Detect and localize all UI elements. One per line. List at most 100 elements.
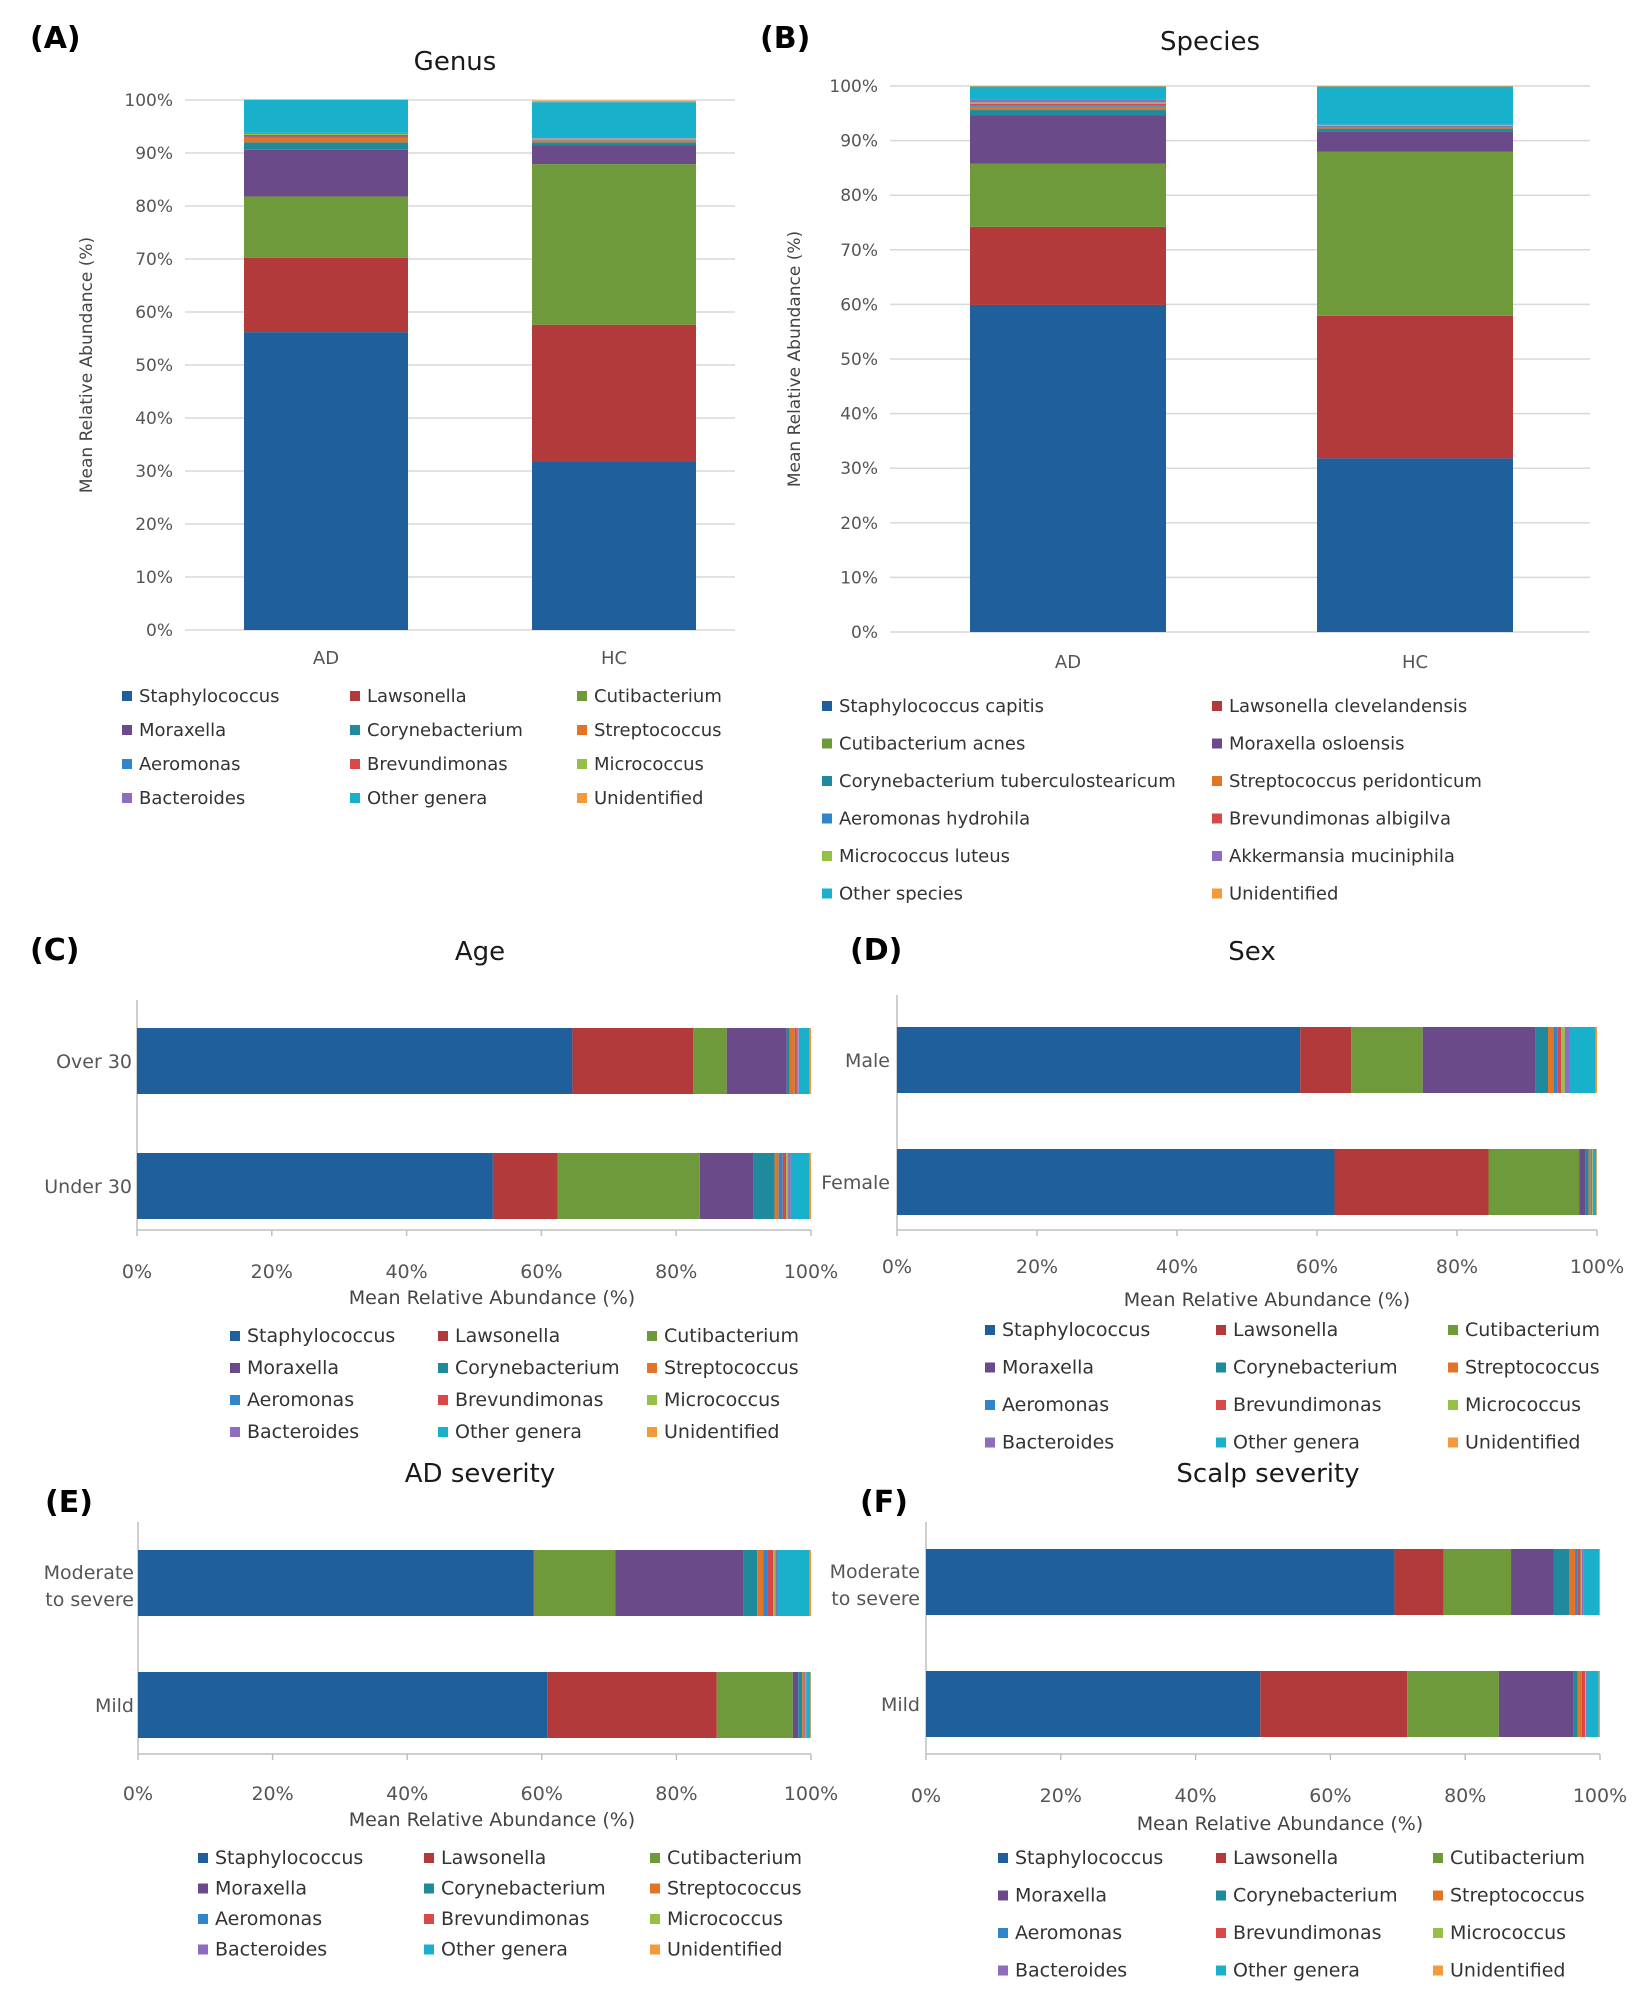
legend-label-moraxella: Moraxella [247, 1357, 339, 1379]
bar-segment-over-30-moraxella [726, 1028, 787, 1094]
bar-segment-hc-streptococcus-peridonticum [1317, 126, 1513, 129]
legend-swatch [1212, 701, 1222, 711]
y-axis-label: Mean Relative Abundance (%) [77, 237, 97, 493]
y-tick-label: 80% [135, 197, 173, 217]
bar-segment-hc-brevundimonas-albigilva [1317, 125, 1513, 127]
legend-label-unidentified: Unidentified [664, 1421, 779, 1443]
bar-segment-over-30-streptococcus [789, 1028, 795, 1094]
y-tick-label: 30% [135, 462, 173, 482]
x-axis-label: Mean Relative Abundance (%) [1137, 1813, 1423, 1835]
bar-segment-mild-unidentified [1598, 1671, 1600, 1737]
legend-label-aeromonas: Aeromonas [215, 1908, 322, 1930]
bar-segment-moderate-to-severe-bacteroides [775, 1550, 779, 1616]
legend-label-micrococcus: Micrococcus [667, 1908, 783, 1930]
bar-segment-mild-lawsonella [547, 1672, 717, 1738]
legend-label-bacteroides: Bacteroides [215, 1939, 327, 1961]
bar-segment-female-brevundimonas [1591, 1149, 1593, 1215]
y-tick-label: 70% [840, 241, 878, 261]
bar-segment-ad-corynebacterium-tuberculostearicum [970, 110, 1166, 116]
bar-segment-under-30-lawsonella [492, 1153, 558, 1219]
x-tick-label: HC [601, 648, 627, 669]
bar-segment-female-other-genera [1593, 1149, 1597, 1215]
bar-segment-male-lawsonella [1300, 1027, 1352, 1093]
chart-title: AD severity [405, 1459, 556, 1489]
legend-swatch [1448, 1400, 1458, 1410]
y-tick-label: 20% [135, 515, 173, 535]
bar-segment-ad-cutibacterium-acnes [970, 163, 1166, 227]
bar-segment-under-30-micrococcus [786, 1153, 789, 1219]
bar-segment-female-micrococcus [1592, 1149, 1593, 1215]
legend-swatch [998, 1928, 1008, 1938]
y-tick-label: Moderate to severe [44, 1562, 134, 1611]
legend-label-aeromonas: Aeromonas [247, 1389, 354, 1411]
legend-label-bacteroides: Bacteroides [1002, 1432, 1114, 1454]
legend-swatch [1448, 1325, 1458, 1335]
legend-swatch [822, 888, 832, 899]
x-tick-label: 80% [1436, 1256, 1478, 1278]
bar-segment-moderate-to-severe-bacteroides [1581, 1549, 1584, 1615]
legend-label-cutibacterium: Cutibacterium [1450, 1847, 1585, 1869]
legend-swatch [650, 1883, 660, 1894]
bar-segment-hc-aeromonas [532, 139, 696, 141]
legend-label-cutibacterium-acnes: Cutibacterium acnes [839, 734, 1025, 755]
bar-segment-over-30-cutibacterium [693, 1028, 727, 1094]
bar-segment-mild-micrococcus [1585, 1671, 1586, 1737]
legend-swatch [998, 1853, 1008, 1863]
bar-segment-mild-staphylococcus [926, 1671, 1261, 1737]
bar-segment-under-30-corynebacterium [753, 1153, 775, 1219]
y-tick-label: 20% [840, 514, 878, 534]
legend-swatch [985, 1400, 995, 1410]
legend-label-lawsonella: Lawsonella [455, 1325, 560, 1347]
panel-label: (C) [30, 933, 79, 968]
legend-swatch [198, 1853, 208, 1863]
bar-segment-ad-aeromonas-hydrohila [970, 105, 1166, 107]
bar-segment-moderate-to-severe-staphylococcus [138, 1550, 534, 1616]
panel-label: (A) [30, 21, 81, 56]
panel-e: (E) AD severity 0% 20% 40% 60% 80% 100% Mean Rel… [44, 1459, 839, 1961]
x-tick-label: 20% [251, 1261, 293, 1283]
x-axis-label: Mean Relative Abundance (%) [1124, 1289, 1410, 1311]
legend-label-brevundimonas: Brevundimonas [441, 1908, 590, 1930]
bar-segment-mild-staphylococcus [138, 1672, 548, 1738]
legend-label-unidentified: Unidentified [1229, 884, 1338, 905]
bar-segment-moderate-to-severe-staphylococcus [926, 1549, 1395, 1615]
bar-segment-over-30-staphylococcus [137, 1028, 573, 1094]
bar-segment-hc-micrococcus-luteus [1317, 125, 1513, 126]
legend-label-micrococcus: Micrococcus [1450, 1922, 1566, 1944]
bar-segment-moderate-to-severe-corynebacterium [743, 1550, 758, 1616]
bar-segment-ad-micrococcus [244, 133, 408, 135]
bar-segment-male-unidentified [1595, 1027, 1597, 1093]
legend-label-staphylococcus: Staphylococcus [215, 1847, 363, 1869]
bar-segment-moderate-to-severe-other-genera [778, 1550, 810, 1616]
legend-swatch [998, 1965, 1008, 1976]
bar-segment-under-30-bacteroides [788, 1153, 791, 1219]
bar-segment-male-other-genera [1569, 1027, 1596, 1093]
legend-swatch [650, 1944, 660, 1955]
legend-swatch [1216, 1853, 1226, 1863]
bar-segment-moderate-to-severe-other-genera [1583, 1549, 1600, 1615]
bar-segment-moderate-to-severe-cutibacterium [534, 1550, 616, 1616]
x-tick-label: 0% [122, 1261, 152, 1283]
legend-swatch [1216, 1928, 1226, 1938]
bar-segment-mild-cutibacterium [1407, 1671, 1499, 1737]
legend-label-other-genera: Other genera [367, 788, 487, 809]
bar-segment-moderate-to-severe-unidentified [809, 1550, 811, 1616]
y-tick-label: 100% [829, 77, 878, 97]
bar-segment-mild-aeromonas [803, 1672, 805, 1738]
legend-swatch [1216, 1890, 1226, 1901]
bar-segment-hc-brevundimonas [532, 139, 696, 140]
legend-label-streptococcus-peridonticum: Streptococcus peridonticum [1229, 771, 1482, 792]
legend-label-corynebacterium: Corynebacterium [455, 1357, 620, 1379]
legend-swatch [424, 1853, 434, 1863]
legend-swatch [424, 1914, 434, 1924]
bar-segment-moderate-to-severe-cutibacterium [1443, 1549, 1512, 1615]
bar-segment-moderate-to-severe-micrococcus [773, 1550, 776, 1616]
legend-label-unidentified: Unidentified [1450, 1960, 1565, 1982]
legend-swatch [822, 738, 832, 749]
x-tick-label: 0% [911, 1785, 941, 1807]
legend-label-streptococcus: Streptococcus [664, 1357, 799, 1379]
bar-segment-mild-unidentified [810, 1672, 811, 1738]
y-tick-label: 90% [840, 132, 878, 152]
bar-segment-ad-staphylococcus [244, 332, 408, 630]
legend-swatch [822, 813, 832, 824]
